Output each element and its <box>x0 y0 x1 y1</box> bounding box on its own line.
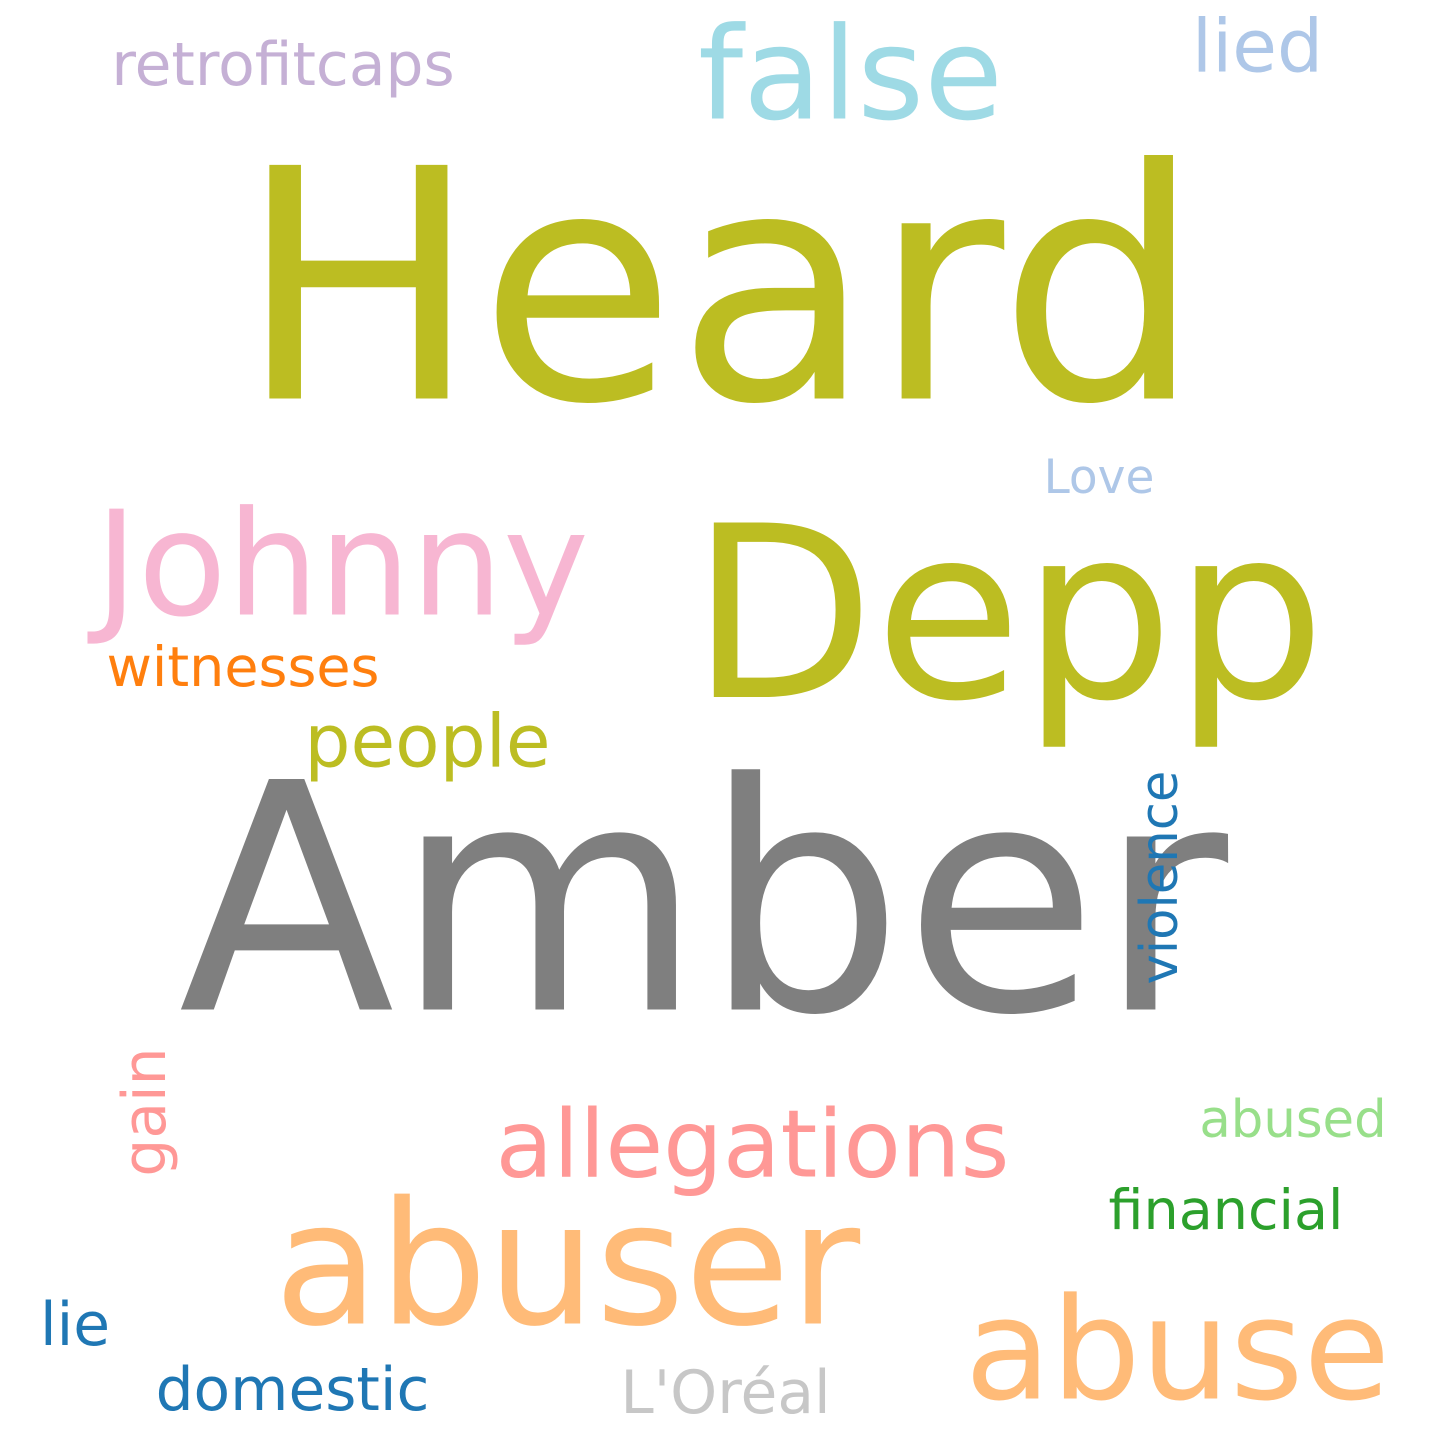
word-heard: Heard <box>238 101 1202 475</box>
word-loreal: L'Oréal <box>620 1358 830 1428</box>
word-domestic: domestic <box>156 1355 430 1425</box>
word-abused: abused <box>1199 1090 1386 1150</box>
word-depp: Depp <box>690 476 1325 754</box>
word-witnesses: witnesses <box>106 635 379 700</box>
word-false: false <box>698 1 1003 150</box>
word-gain: gain <box>110 1047 180 1176</box>
word-abuse: abuse <box>965 1269 1391 1433</box>
word-violence: violence <box>1130 771 1190 985</box>
word-financial: financial <box>1109 1178 1344 1243</box>
word-people: people <box>304 701 550 785</box>
word-johnny: Johnny <box>87 481 589 650</box>
word-love: Love <box>1044 450 1155 505</box>
word-allegations: allegations <box>495 1091 1009 1200</box>
word-abuser: abuser <box>274 1166 861 1365</box>
word-lie: lie <box>40 1290 110 1360</box>
word-amber: Amber <box>178 716 1231 1085</box>
word-lied: lied <box>1192 6 1323 90</box>
word-retrofitcaps: retrofitcaps <box>111 30 454 100</box>
